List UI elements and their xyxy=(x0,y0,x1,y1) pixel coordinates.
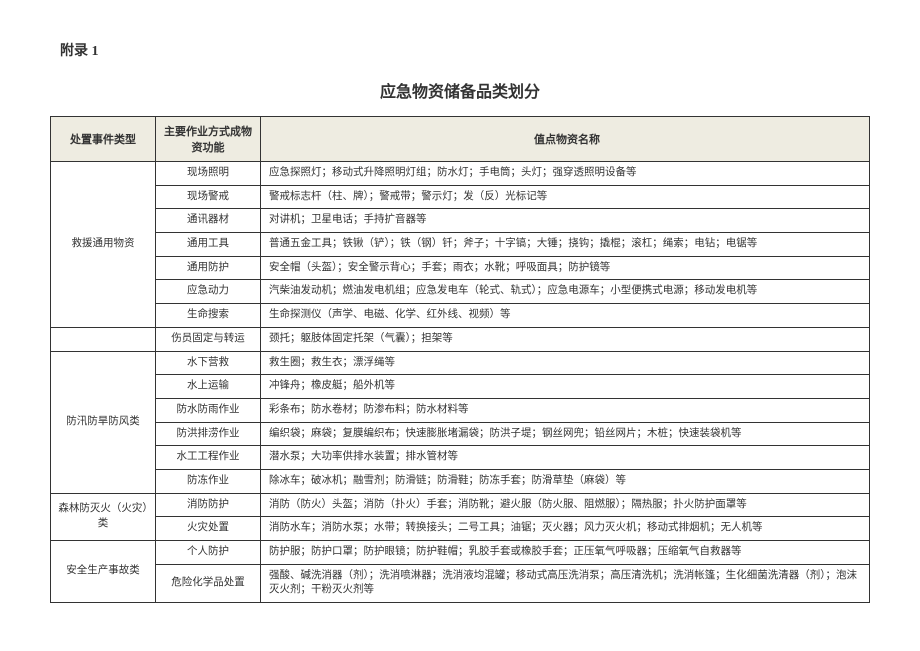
table-row: 通用防护安全帽（头盔）；安全警示背心；手套；雨衣；水靴；呼吸面具；防护镜等 xyxy=(51,256,870,280)
cell-items: 冲锋舟；橡皮艇；船外机等 xyxy=(261,375,870,399)
table-row: 通讯器材对讲机；卫星电话；手持扩音器等 xyxy=(51,209,870,233)
table-row: 生命搜索生命探测仪（声学、电磁、化学、红外线、视频）等 xyxy=(51,304,870,328)
cell-category: 森林防灭火（火灾）类 xyxy=(51,493,156,540)
cell-function: 个人防护 xyxy=(156,541,261,565)
cell-items: 颈托；躯肢体固定托架（气囊）；担架等 xyxy=(261,327,870,351)
cell-items: 警戒标志杆（柱、牌）；警戒带；警示灯；发（反）光标记等 xyxy=(261,185,870,209)
cell-function: 生命搜索 xyxy=(156,304,261,328)
cell-function: 通用工具 xyxy=(156,233,261,257)
materials-table: 处置事件类型 主要作业方式成物资功能 值点物资名称 救援通用物资现场照明应急探照… xyxy=(50,116,870,603)
header-category: 处置事件类型 xyxy=(51,117,156,162)
cell-category: 防汛防旱防风类 xyxy=(51,351,156,493)
appendix-label: 附录 1 xyxy=(60,40,870,60)
cell-function: 应急动力 xyxy=(156,280,261,304)
table-row: 伤员固定与转运颈托；躯肢体固定托架（气囊）；担架等 xyxy=(51,327,870,351)
cell-function: 火灾处置 xyxy=(156,517,261,541)
cell-function: 防水防雨作业 xyxy=(156,398,261,422)
cell-items: 防护服；防护口罩；防护眼镜；防护鞋帽；乳胶手套或橡胶手套；正压氧气呼吸器；压缩氧… xyxy=(261,541,870,565)
table-row: 通用工具普通五金工具；铁锹（铲）；铁（钢）钎；斧子；十字镐；大锤；挠钩；撬棍；滚… xyxy=(51,233,870,257)
cell-function: 现场照明 xyxy=(156,162,261,186)
table-row: 安全生产事故类个人防护防护服；防护口罩；防护眼镜；防护鞋帽；乳胶手套或橡胶手套；… xyxy=(51,541,870,565)
page-title: 应急物资储备品类划分 xyxy=(50,78,870,102)
cell-function: 消防防护 xyxy=(156,493,261,517)
cell-items: 应急探照灯；移动式升降照明灯组；防水灯；手电筒；头灯；强穿透照明设备等 xyxy=(261,162,870,186)
table-row: 现场警戒警戒标志杆（柱、牌）；警戒带；警示灯；发（反）光标记等 xyxy=(51,185,870,209)
cell-items: 潜水泵；大功率供排水装置；排水管材等 xyxy=(261,446,870,470)
cell-function: 水上运输 xyxy=(156,375,261,399)
cell-items: 生命探测仪（声学、电磁、化学、红外线、视频）等 xyxy=(261,304,870,328)
cell-category: 救援通用物资 xyxy=(51,162,156,328)
cell-items: 编织袋；麻袋；复膜编织布；快速膨胀堵漏袋；防洪子堤；钢丝网兜；铅丝网片；木桩；快… xyxy=(261,422,870,446)
cell-category xyxy=(51,327,156,351)
cell-items: 彩条布；防水卷材；防渗布料；防水材料等 xyxy=(261,398,870,422)
cell-items: 消防水车；消防水泵；水带；转换接头；二号工具；油锯；灭火器；风力灭火机；移动式排… xyxy=(261,517,870,541)
cell-function: 水下营救 xyxy=(156,351,261,375)
table-row: 火灾处置消防水车；消防水泵；水带；转换接头；二号工具；油锯；灭火器；风力灭火机；… xyxy=(51,517,870,541)
cell-items: 普通五金工具；铁锹（铲）；铁（钢）钎；斧子；十字镐；大锤；挠钩；撬棍；滚杠；绳索… xyxy=(261,233,870,257)
cell-category: 安全生产事故类 xyxy=(51,541,156,603)
cell-items: 除冰车；破冰机；融雪剂；防滑链；防滑鞋；防冻手套；防滑草垫（麻袋）等 xyxy=(261,469,870,493)
table-row: 森林防灭火（火灾）类消防防护消防（防火）头盔；消防（扑火）手套；消防靴；避火服（… xyxy=(51,493,870,517)
cell-items: 救生圈；救生衣；漂浮绳等 xyxy=(261,351,870,375)
table-row: 防冻作业除冰车；破冰机；融雪剂；防滑链；防滑鞋；防冻手套；防滑草垫（麻袋）等 xyxy=(51,469,870,493)
table-row: 防汛防旱防风类水下营救救生圈；救生衣；漂浮绳等 xyxy=(51,351,870,375)
cell-function: 通用防护 xyxy=(156,256,261,280)
table-row: 救援通用物资现场照明应急探照灯；移动式升降照明灯组；防水灯；手电筒；头灯；强穿透… xyxy=(51,162,870,186)
header-items: 值点物资名称 xyxy=(261,117,870,162)
cell-items: 汽柴油发动机；燃油发电机组；应急发电车（轮式、轨式）；应急电源车；小型便携式电源… xyxy=(261,280,870,304)
table-row: 水上运输冲锋舟；橡皮艇；船外机等 xyxy=(51,375,870,399)
cell-function: 防洪排涝作业 xyxy=(156,422,261,446)
cell-function: 现场警戒 xyxy=(156,185,261,209)
table-row: 应急动力汽柴油发动机；燃油发电机组；应急发电车（轮式、轨式）；应急电源车；小型便… xyxy=(51,280,870,304)
table-row: 危险化学品处置强酸、碱洗消器（剂）；洗消喷淋器；洗消液均混罐；移动式高压洗消泵；… xyxy=(51,564,870,602)
cell-items: 安全帽（头盔）；安全警示背心；手套；雨衣；水靴；呼吸面具；防护镜等 xyxy=(261,256,870,280)
cell-function: 危险化学品处置 xyxy=(156,564,261,602)
cell-items: 消防（防火）头盔；消防（扑火）手套；消防靴；避火服（防火服、阻燃服）；隔热服；扑… xyxy=(261,493,870,517)
table-row: 防洪排涝作业编织袋；麻袋；复膜编织布；快速膨胀堵漏袋；防洪子堤；钢丝网兜；铅丝网… xyxy=(51,422,870,446)
cell-function: 通讯器材 xyxy=(156,209,261,233)
header-function: 主要作业方式成物资功能 xyxy=(156,117,261,162)
table-row: 防水防雨作业彩条布；防水卷材；防渗布料；防水材料等 xyxy=(51,398,870,422)
cell-function: 水工工程作业 xyxy=(156,446,261,470)
cell-items: 对讲机；卫星电话；手持扩音器等 xyxy=(261,209,870,233)
table-header-row: 处置事件类型 主要作业方式成物资功能 值点物资名称 xyxy=(51,117,870,162)
cell-items: 强酸、碱洗消器（剂）；洗消喷淋器；洗消液均混罐；移动式高压洗消泵；高压清洗机；洗… xyxy=(261,564,870,602)
table-row: 水工工程作业潜水泵；大功率供排水装置；排水管材等 xyxy=(51,446,870,470)
cell-function: 防冻作业 xyxy=(156,469,261,493)
cell-function: 伤员固定与转运 xyxy=(156,327,261,351)
